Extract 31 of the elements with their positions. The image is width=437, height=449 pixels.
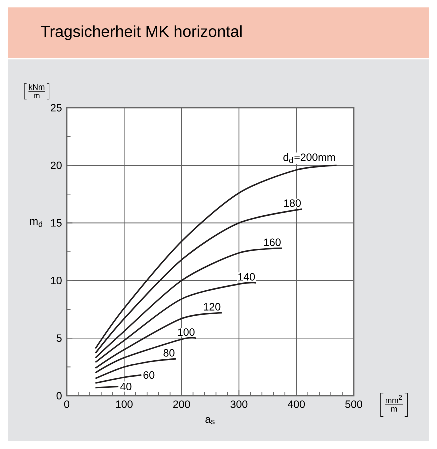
text: $\left[\frac{\mathrm{kNm}}{\mathrm{m}}\right]$ [24,84,50,100]
x-tick-label: 500 [346,400,362,408]
series-label: 120 [204,303,221,311]
line-series [94,312,223,370]
series-label: 80 [164,349,175,357]
y-tick-label: 5 [56,334,62,342]
series-label: 160 [264,238,281,246]
series-label: 60 [144,372,155,380]
series-label: 40 [120,383,132,391]
text: $\left[\frac{\mathrm{mm^{2}}}{\mathrm{m}}\right]$ [380,393,408,417]
line-series [94,248,283,359]
line-series [94,358,177,380]
x-tick-label: 200 [173,400,190,408]
x-tick-label: 0 [64,400,70,408]
y-tick-label: 25 [51,104,62,112]
series-label: 100 [178,328,195,336]
line-series [94,164,338,350]
x-axis-title: a$_{s}$ [206,417,215,424]
series-label: 180 [284,200,301,208]
y-tick-label: 15 [51,219,62,227]
y-tick-label: 0 [56,392,62,400]
y-tick-label: 20 [51,162,62,170]
line-series [94,282,258,364]
series-label: d$_{d}$=200mm [284,153,336,164]
chart-title: Tragsicherheit MK horizontal [41,26,242,40]
y-axis-title: m$_{d}$ [30,219,42,228]
x-tick-label: 300 [230,400,248,408]
series-label: 140 [238,273,256,281]
y-tick-label: 10 [51,277,62,285]
x-tick-label: 100 [116,400,133,408]
x-tick-label: 400 [288,400,306,408]
